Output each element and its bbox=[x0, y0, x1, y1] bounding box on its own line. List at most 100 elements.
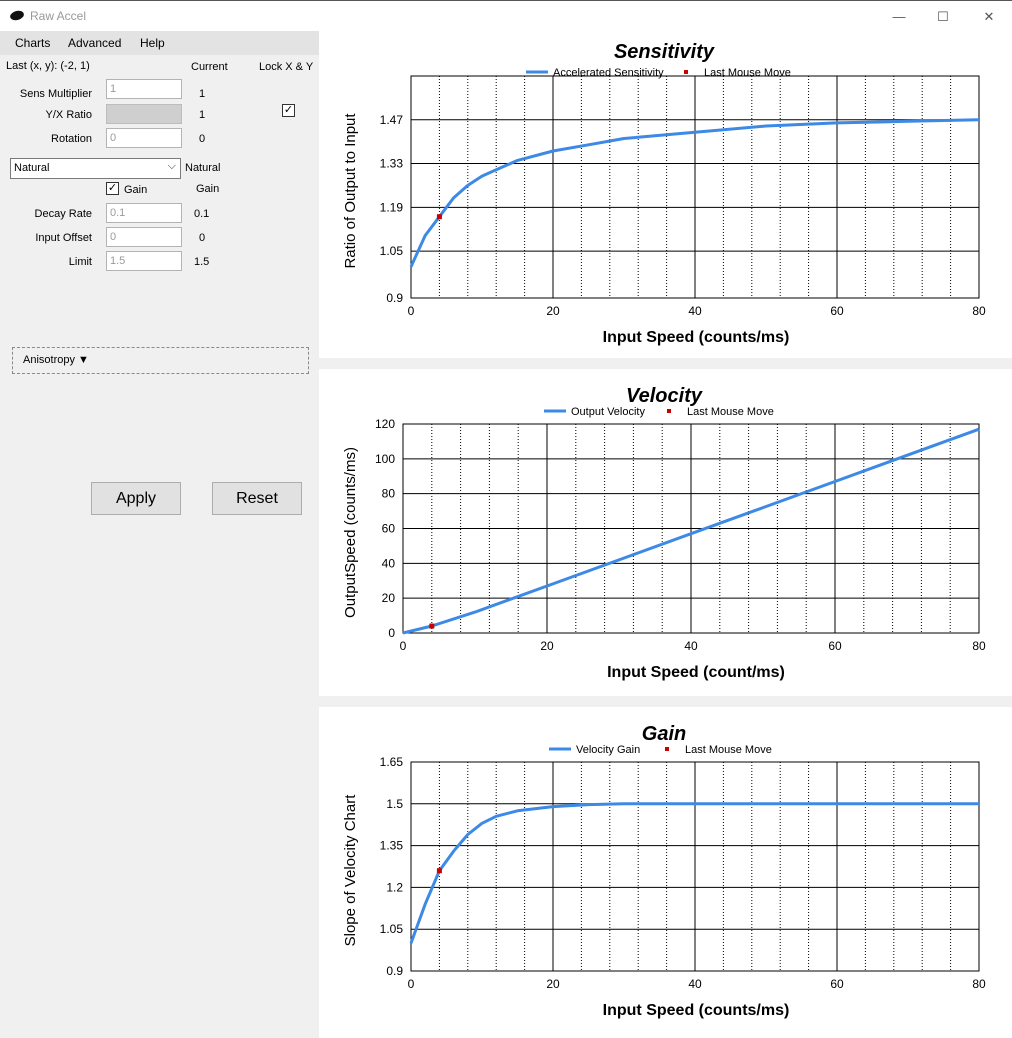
plot-frame bbox=[402, 423, 980, 634]
menu-help[interactable]: Help bbox=[140, 36, 165, 50]
x-tick-label: 80 bbox=[972, 977, 986, 991]
gain-current: Gain bbox=[196, 183, 220, 195]
velocity-chart: 0 20 40 60 80 100 120 0 20 40 60 80 Velocity Input Sp… bbox=[342, 385, 986, 681]
gain-chart: 0.9 1.05 1.2 1.35 1.5 1.65 0 20 40 60 80 Gain Input … bbox=[342, 723, 986, 1019]
legend-series-label: Output Velocity bbox=[571, 406, 645, 418]
sens-multiplier-current: 1 bbox=[199, 88, 206, 100]
x-tick-label: 60 bbox=[828, 639, 842, 653]
lock-xy-checkbox[interactable]: ✓ bbox=[282, 104, 295, 117]
limit-current: 1.5 bbox=[194, 256, 210, 268]
x-axis-label: Input Speed (count/ms) bbox=[607, 664, 785, 681]
y-tick-label: 1.05 bbox=[380, 922, 404, 936]
decay-rate-current: 0.1 bbox=[194, 208, 210, 220]
y-tick-label: 40 bbox=[382, 556, 396, 570]
x-tick-label: 60 bbox=[830, 304, 844, 318]
input-offset-current: 0 bbox=[199, 232, 206, 244]
y-tick-label: 1.19 bbox=[380, 200, 404, 214]
acceleration-mode-select[interactable]: Natural ⌵ bbox=[10, 158, 181, 179]
menu-charts[interactable]: Charts bbox=[15, 36, 51, 50]
y-tick-label: 120 bbox=[375, 417, 395, 431]
legend-marker-swatch bbox=[665, 747, 669, 751]
apply-button[interactable]: Apply bbox=[91, 482, 181, 515]
y-axis-label: Slope of Velocity Chart bbox=[342, 794, 359, 947]
lock-xy-label: Lock X & Y bbox=[259, 61, 314, 73]
sens-multiplier-input[interactable] bbox=[106, 79, 182, 99]
rotation-label: Rotation bbox=[51, 133, 92, 145]
input-offset-label: Input Offset bbox=[35, 232, 92, 244]
x-tick-label: 0 bbox=[400, 639, 407, 653]
legend-marker-label: Last Mouse Move bbox=[685, 744, 772, 756]
velocity-chart-panel: 0 20 40 60 80 100 120 0 20 40 60 80 Velocity Input Sp… bbox=[319, 369, 1012, 696]
y-tick-label: 100 bbox=[375, 452, 395, 466]
y-tick-label: 0.9 bbox=[386, 964, 403, 978]
decay-rate-input[interactable] bbox=[106, 203, 182, 223]
minimize-button[interactable]: — bbox=[892, 9, 906, 24]
current-column-header: Current bbox=[191, 61, 228, 73]
x-tick-label: 0 bbox=[408, 304, 415, 318]
legend-marker-swatch bbox=[667, 409, 671, 413]
maximize-button[interactable]: ☐ bbox=[937, 9, 949, 24]
y-tick-label: 1.2 bbox=[386, 880, 403, 894]
yx-ratio-label: Y/X Ratio bbox=[45, 109, 92, 121]
mode-current: Natural bbox=[185, 162, 221, 174]
series-line bbox=[409, 802, 979, 944]
x-tick-label: 80 bbox=[972, 639, 986, 653]
series-line bbox=[409, 118, 980, 268]
menu-advanced[interactable]: Advanced bbox=[68, 36, 122, 50]
yx-ratio-current: 1 bbox=[199, 109, 206, 121]
chart-separator bbox=[319, 696, 1012, 707]
legend-marker-label: Last Mouse Move bbox=[687, 406, 774, 418]
sensitivity-chart-panel: 0.9 1.05 1.19 1.33 1.47 0 20 40 60 80 Sensitivity I… bbox=[319, 31, 1012, 358]
chevron-down-icon: ⌵ bbox=[167, 160, 176, 172]
legend-series-label: Accelerated Sensitivity bbox=[553, 67, 664, 79]
acceleration-mode-value: Natural bbox=[14, 162, 50, 174]
y-axis-label: OutputSpeed (counts/ms) bbox=[342, 447, 359, 618]
x-tick-label: 40 bbox=[684, 639, 698, 653]
last-mouse-move-point bbox=[429, 623, 435, 629]
gain-checkbox[interactable]: ✓ bbox=[106, 182, 119, 195]
chart-title: Gain bbox=[642, 723, 686, 745]
x-axis-label: Input Speed (counts/ms) bbox=[603, 1002, 790, 1019]
x-tick-label: 20 bbox=[546, 304, 560, 318]
last-mouse-move-point bbox=[436, 868, 442, 874]
limit-input[interactable] bbox=[106, 251, 182, 271]
y-tick-label: 1.35 bbox=[380, 839, 404, 853]
yx-ratio-input[interactable] bbox=[106, 104, 182, 124]
chart-separator bbox=[319, 358, 1012, 369]
last-mouse-move-point bbox=[436, 214, 442, 220]
anisotropy-label: Anisotropy ▼ bbox=[23, 354, 89, 366]
legend-series-label: Velocity Gain bbox=[576, 744, 640, 756]
x-tick-label: 20 bbox=[546, 977, 560, 991]
reset-button[interactable]: Reset bbox=[212, 482, 302, 515]
x-axis-label: Input Speed (counts/ms) bbox=[603, 329, 790, 346]
gain-label: Gain bbox=[124, 184, 148, 196]
y-tick-label: 0.9 bbox=[386, 291, 403, 305]
limit-label: Limit bbox=[68, 256, 92, 268]
chart-title: Sensitivity bbox=[614, 41, 715, 63]
series-line bbox=[402, 427, 980, 635]
y-tick-label: 0 bbox=[388, 626, 395, 640]
gain-chart-panel: 0.9 1.05 1.2 1.35 1.5 1.65 0 20 40 60 80 Gain Input … bbox=[319, 707, 1012, 1034]
sens-multiplier-label: Sens Multiplier bbox=[19, 88, 92, 100]
rotation-input[interactable] bbox=[106, 128, 182, 148]
plot-frame bbox=[410, 75, 980, 299]
menu-bar: Charts Advanced Help bbox=[0, 31, 319, 55]
y-tick-label: 20 bbox=[382, 591, 396, 605]
x-tick-label: 80 bbox=[972, 304, 986, 318]
input-offset-input[interactable] bbox=[106, 227, 182, 247]
y-axis-label: Ratio of Output to Input bbox=[342, 113, 359, 269]
anisotropy-toggle[interactable]: Anisotropy ▼ bbox=[12, 347, 309, 374]
raw-accel-app-icon bbox=[9, 9, 25, 22]
last-move-readout: Last (x, y): (-2, 1) bbox=[6, 60, 90, 72]
window-title: Raw Accel bbox=[30, 9, 87, 23]
settings-panel: Charts Advanced Help Last (x, y): (-2, 1… bbox=[0, 31, 319, 1038]
close-button[interactable]: ✕ bbox=[983, 9, 995, 24]
sensitivity-chart: 0.9 1.05 1.19 1.33 1.47 0 20 40 60 80 Sensitivity I… bbox=[342, 41, 986, 346]
legend-marker-label: Last Mouse Move bbox=[704, 67, 791, 79]
y-tick-label: 1.65 bbox=[380, 755, 404, 769]
y-tick-label: 1.5 bbox=[386, 797, 403, 811]
x-tick-label: 0 bbox=[408, 977, 415, 991]
x-tick-label: 20 bbox=[540, 639, 554, 653]
y-tick-label: 1.33 bbox=[380, 157, 404, 171]
y-tick-label: 80 bbox=[382, 487, 396, 501]
